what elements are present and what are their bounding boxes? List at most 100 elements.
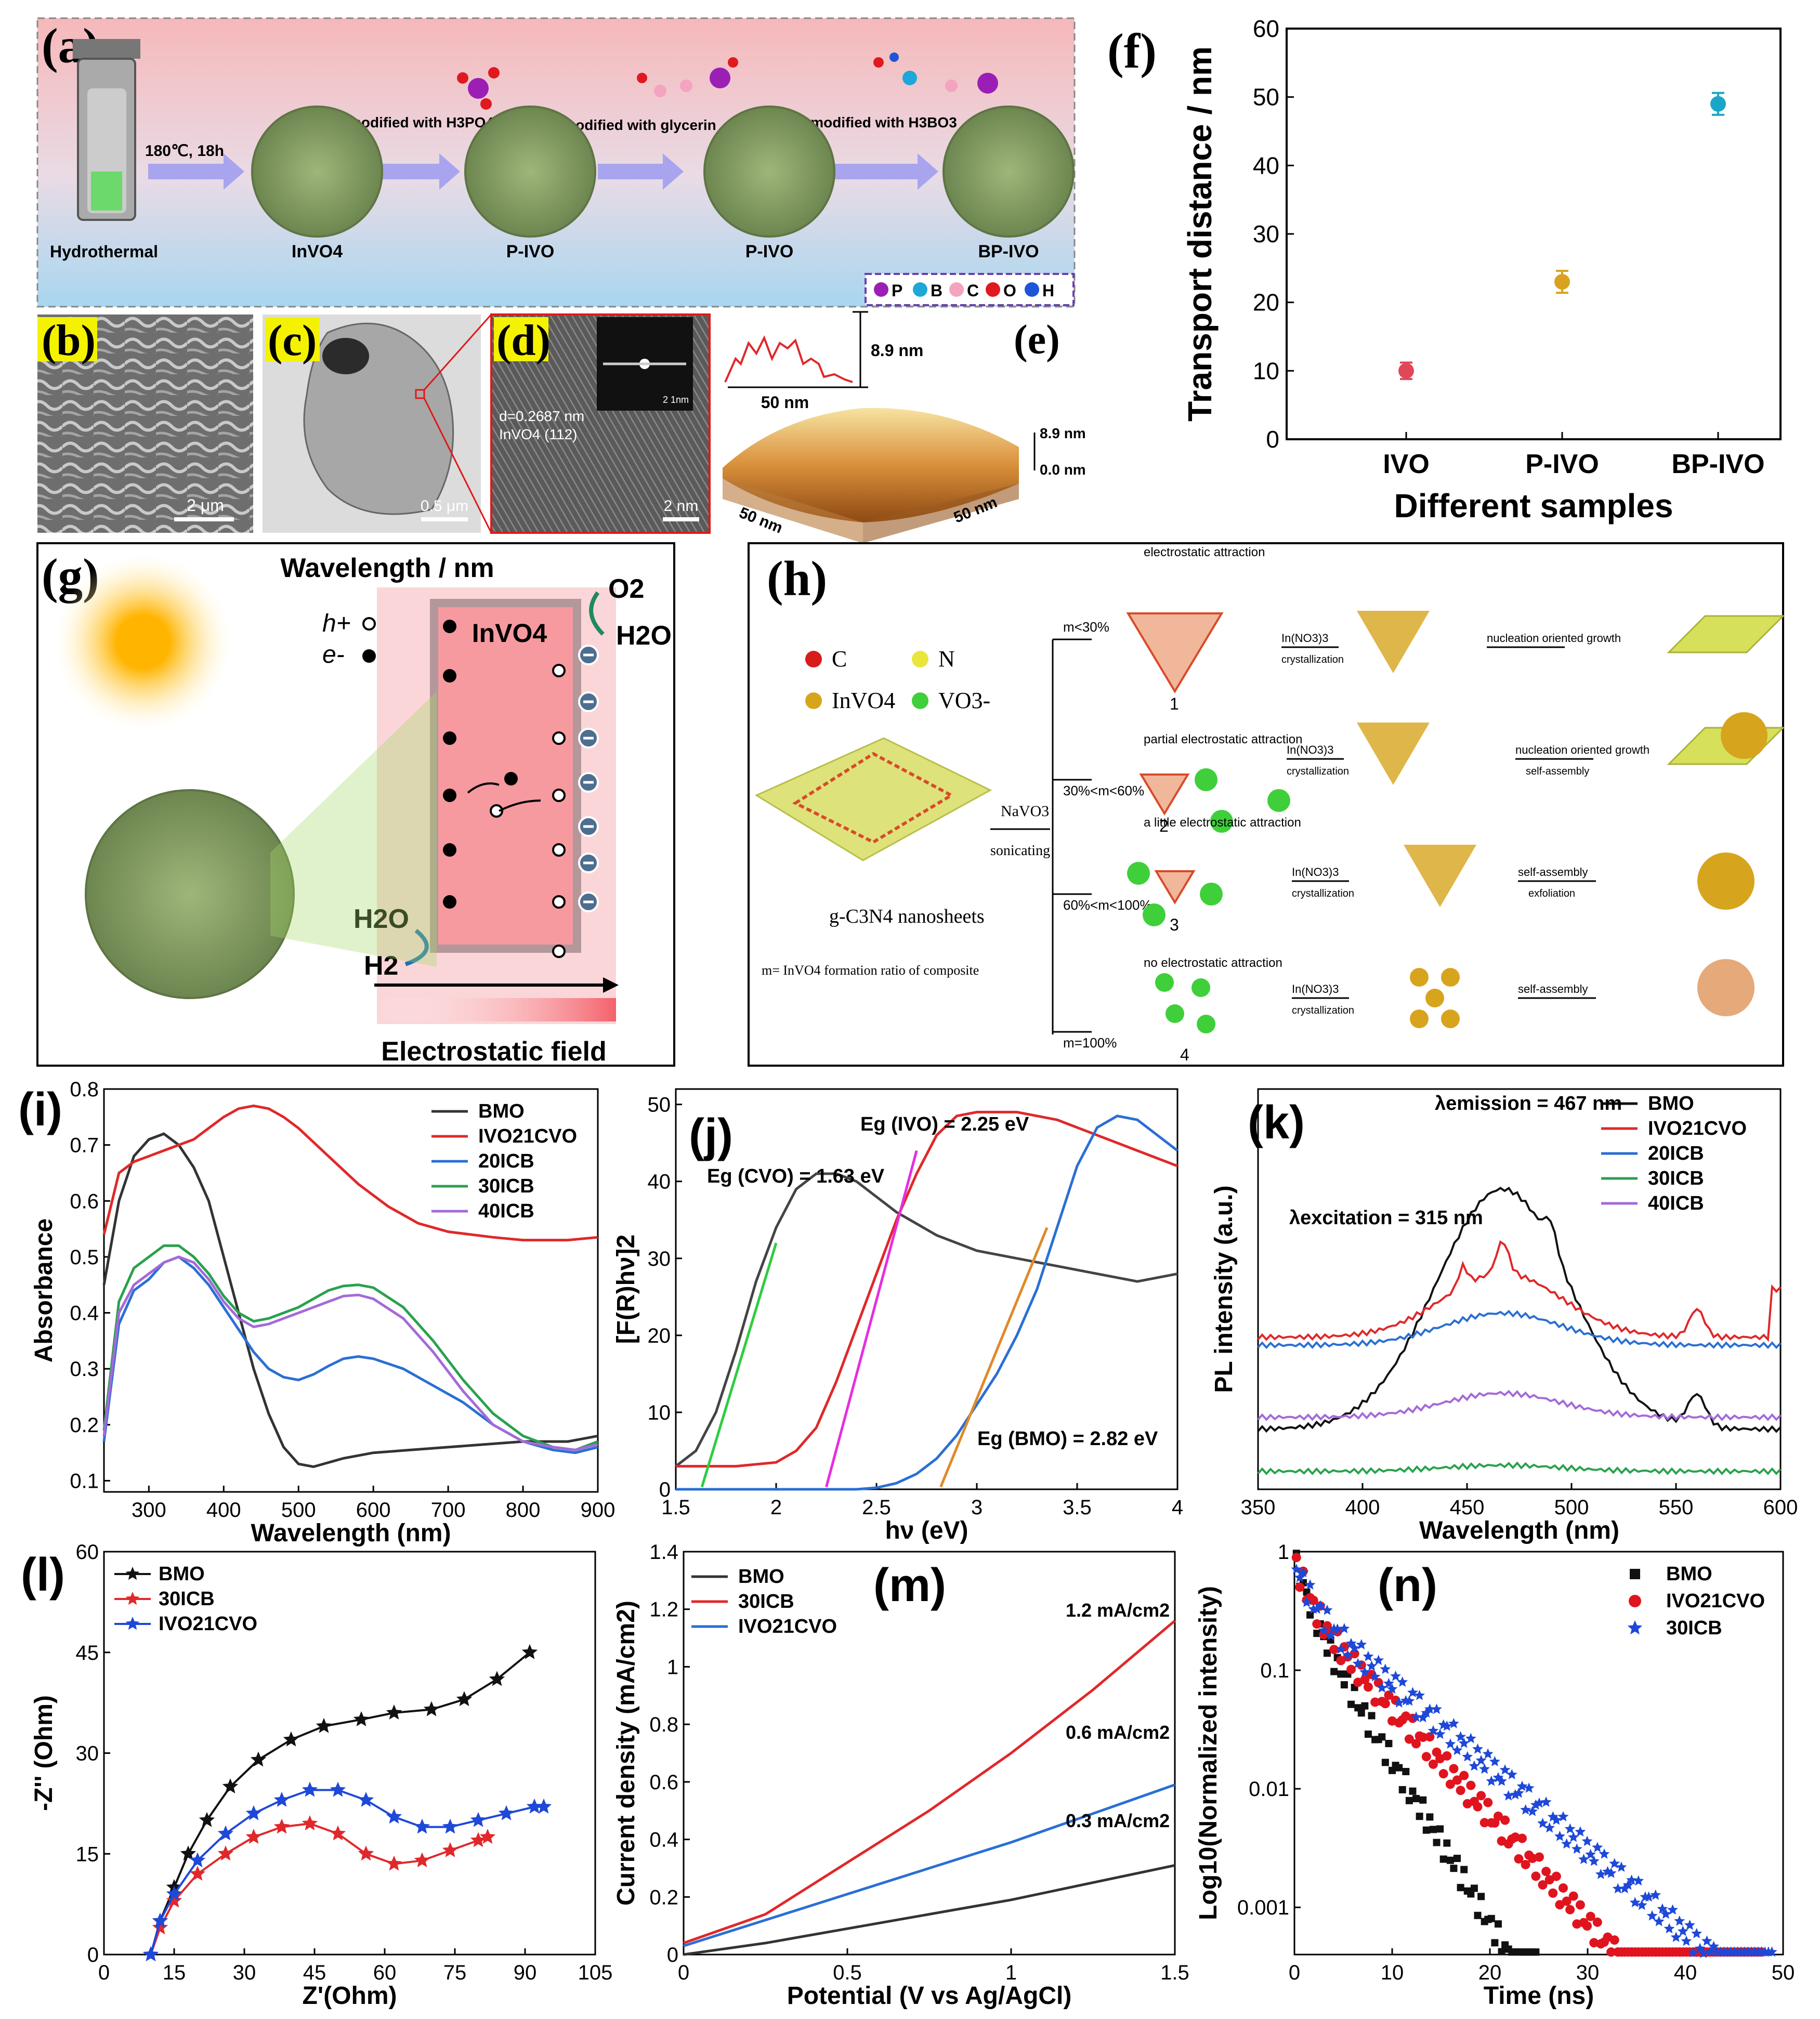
n-point-ivo21cvo: [1575, 1900, 1585, 1910]
route-4-intermediate: [1441, 968, 1460, 987]
n-xtick-label: 40: [1674, 1961, 1697, 1984]
n-point-bmo: [1470, 1884, 1478, 1892]
i-xtick-label: 700: [431, 1499, 466, 1522]
step-label-bp-ivo: BP-IVO: [978, 242, 1039, 261]
n-xtick-label: 20: [1478, 1961, 1502, 1984]
route-2-condition: 30%<m<60%: [1063, 783, 1144, 798]
i-ytick-label: 0.2: [70, 1414, 99, 1437]
i-ytick-label: 0.8: [70, 1078, 99, 1101]
n-point-ivo21cvo: [1425, 1732, 1435, 1742]
l-ytick-label: 15: [76, 1843, 99, 1866]
n-point-ivo21cvo: [1312, 1619, 1322, 1629]
n-point-ivo21cvo: [1456, 1786, 1465, 1795]
k-legend-label-1: IVO21CVO: [1648, 1118, 1747, 1139]
n-point-30icb: [1441, 1720, 1452, 1731]
panel-h-diagram: (h) C N InVO4 VO3- g-C3N4 nanosheets m= …: [748, 542, 1785, 1067]
afm-zmin-e: 0.0 nm: [1040, 462, 1086, 478]
panel-label-b: (b): [42, 316, 96, 365]
l-point-30icb: [479, 1829, 496, 1844]
n-point-30icb: [1578, 1854, 1589, 1864]
i-xtick-label: 800: [506, 1499, 541, 1522]
j-ytick-label: 0: [659, 1478, 671, 1501]
route-3-step1b: crystallization: [1292, 888, 1354, 899]
arrow-label-3: modified with glycerin: [562, 117, 716, 133]
panel-label-l: (l): [21, 1549, 65, 1601]
n-point-bmo: [1361, 1702, 1369, 1710]
atom-legend-dot-p: [874, 282, 888, 297]
n-point-30icb: [1469, 1760, 1480, 1771]
l-xtick-label: 60: [373, 1961, 397, 1984]
i-xlabel: Wavelength (nm): [251, 1519, 451, 1547]
n-point-bmo: [1460, 1866, 1468, 1873]
n-point-30icb: [1475, 1754, 1487, 1765]
panel-c-tem-image: (c) 0.5 μm: [263, 314, 492, 533]
step-label-p-ivo-2: P-IVO: [745, 242, 794, 261]
l-ylabel: -Z'' (Ohm): [30, 1695, 58, 1811]
n-point-ivo21cvo: [1459, 1771, 1469, 1780]
n-point-30icb: [1646, 1910, 1658, 1921]
j-ytick-label: 30: [648, 1248, 671, 1270]
panel-label-f: (f): [1107, 23, 1157, 78]
n-point-30icb: [1687, 1947, 1699, 1958]
n-point-30icb: [1462, 1751, 1473, 1762]
route-3-vo3-cluster: [1127, 862, 1150, 885]
height-profile-line: [724, 335, 853, 383]
n-point-30icb: [1585, 1848, 1596, 1859]
n-legend-label-2: 30ICB: [1666, 1617, 1722, 1639]
k-legend-label-3: 30ICB: [1648, 1168, 1704, 1189]
scale-bar-d: 2 nm: [664, 497, 699, 515]
n-point-30icb: [1575, 1826, 1586, 1837]
n-ytick-label: 1: [1278, 1541, 1289, 1564]
k-series-line-20icb: [1257, 1309, 1782, 1349]
m-xtick-label: 1.5: [1160, 1961, 1189, 1984]
f-point-p-ivo: [1554, 274, 1570, 290]
f-ytick-label: 30: [1253, 220, 1279, 247]
n-point-bmo: [1323, 1649, 1331, 1657]
l-point-30icb: [189, 1866, 206, 1881]
panel-label-m: (m): [873, 1559, 946, 1611]
n-point-30icb: [1664, 1923, 1675, 1934]
n-xtick-label: 10: [1381, 1961, 1404, 1984]
n-point-30icb: [1677, 1925, 1688, 1936]
n-point-30icb: [1311, 1603, 1323, 1614]
n-point-bmo: [1433, 1839, 1441, 1846]
n-point-ivo21cvo: [1568, 1891, 1578, 1901]
n-point-30icb: [1325, 1630, 1336, 1641]
n-point-bmo: [1436, 1825, 1444, 1833]
route-1-product-sheet: [1667, 615, 1785, 653]
l-point-ivo21cvo: [330, 1781, 346, 1797]
n-point-ivo21cvo: [1517, 1833, 1527, 1843]
route-2-step2b: self-assembly: [1526, 766, 1589, 777]
k-xlabel: Wavelength (nm): [1419, 1517, 1619, 1544]
n-legend-marker-2: [1627, 1620, 1643, 1635]
l-point-ivo21cvo: [245, 1805, 262, 1820]
l-point-ivo21cvo: [166, 1885, 182, 1901]
n-xtick-label: 50: [1772, 1961, 1795, 1984]
panel-f-chart: (f) 0 10 20 30 40 50 60 IVO P-IVO BP-IVO Differe…: [1107, 15, 1782, 525]
l-point-ivo21cvo: [142, 1946, 159, 1961]
route-4-product-sphere: [1697, 959, 1754, 1016]
arrow-label-2: modified with H3PO4: [348, 114, 494, 130]
n-point-30icb: [1667, 1904, 1678, 1915]
j-ylabel: [F(R)hν]2: [612, 1235, 640, 1344]
n-point-ivo21cvo: [1473, 1802, 1483, 1812]
j-plot-frame: [675, 1088, 1179, 1490]
i-xtick-label: 900: [581, 1499, 616, 1522]
n-point-ivo21cvo: [1329, 1645, 1339, 1655]
route-4-intermediate: [1441, 1010, 1460, 1028]
n-point-30icb: [1421, 1707, 1432, 1718]
n-point-30icb: [1636, 1899, 1647, 1910]
n-point-bmo: [1364, 1730, 1372, 1738]
n-point-bmo: [1532, 1948, 1540, 1956]
n-xtick-label: 30: [1576, 1961, 1600, 1984]
f-ytick-label: 20: [1253, 289, 1279, 316]
l-series-line-bmo: [150, 1651, 531, 1955]
i-series-line-30icb: [102, 1244, 598, 1451]
panel-label-n: (n): [1378, 1559, 1437, 1611]
electron-dots: [443, 620, 518, 909]
n-point-ivo21cvo: [1565, 1905, 1575, 1915]
n-point-30icb: [1321, 1604, 1333, 1615]
panel-b-sem-image: (b) 2 μm: [37, 314, 253, 533]
panel-label-h: (h): [767, 551, 827, 606]
